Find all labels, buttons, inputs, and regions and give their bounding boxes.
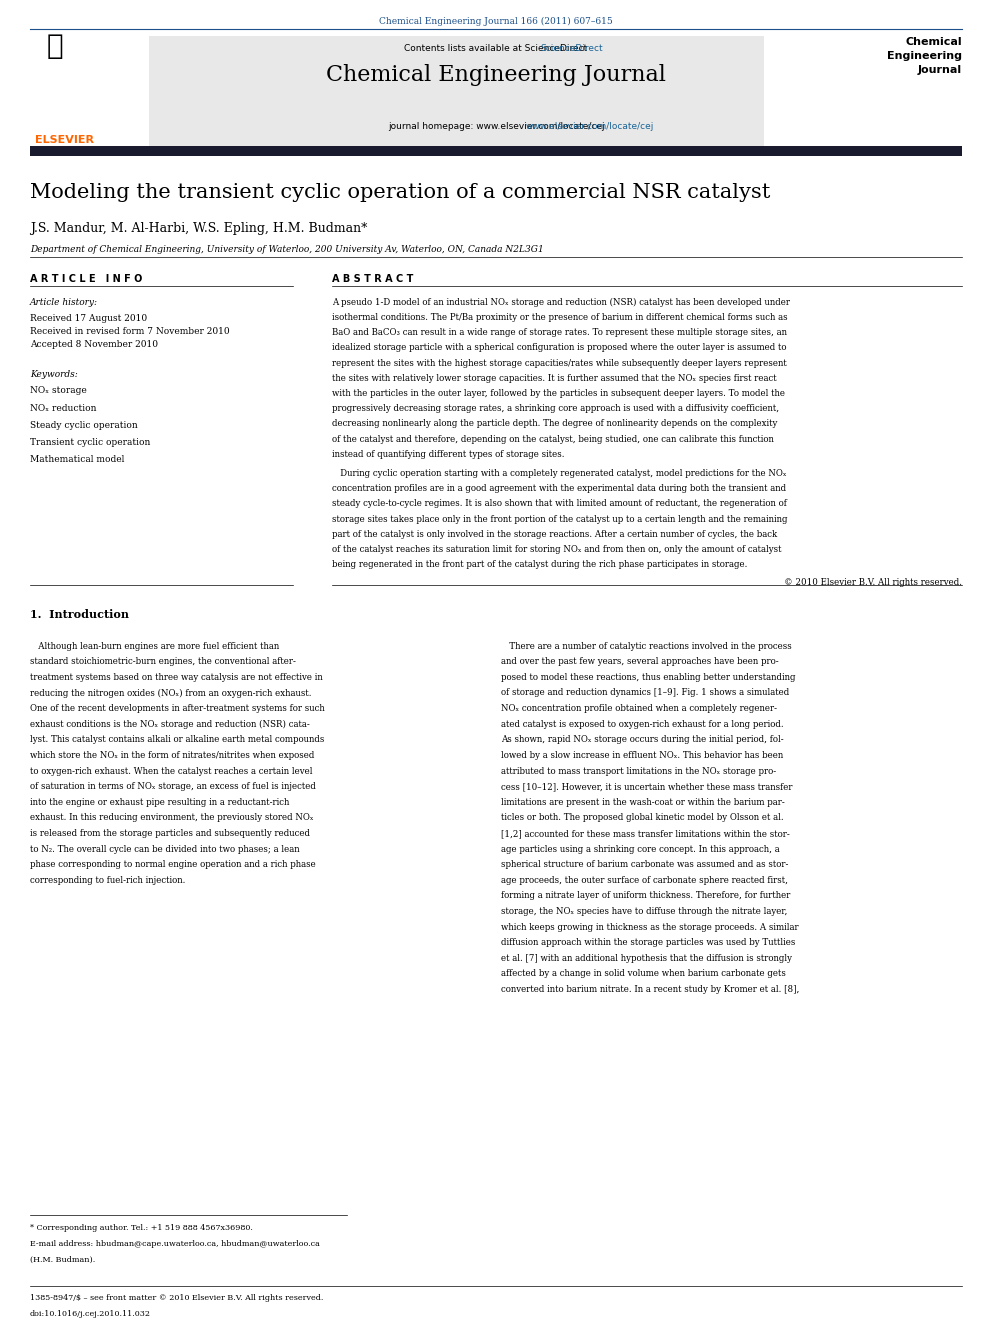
Text: ticles or both. The proposed global kinetic model by Olsson et al.: ticles or both. The proposed global kine… xyxy=(501,814,784,823)
Text: One of the recent developments in after-treatment systems for such: One of the recent developments in after-… xyxy=(30,704,324,713)
Text: lyst. This catalyst contains alkali or alkaline earth metal compounds: lyst. This catalyst contains alkali or a… xyxy=(30,736,324,745)
Text: Department of Chemical Engineering, University of Waterloo, 200 University Av, W: Department of Chemical Engineering, Univ… xyxy=(30,245,544,254)
Text: NOₓ concentration profile obtained when a completely regener-: NOₓ concentration profile obtained when … xyxy=(501,704,777,713)
Text: age proceeds, the outer surface of carbonate sphere reacted first,: age proceeds, the outer surface of carbo… xyxy=(501,876,788,885)
Text: As shown, rapid NOₓ storage occurs during the initial period, fol-: As shown, rapid NOₓ storage occurs durin… xyxy=(501,736,784,745)
Text: Chemical Engineering Journal 166 (2011) 607–615: Chemical Engineering Journal 166 (2011) … xyxy=(379,17,613,26)
Text: and over the past few years, several approaches have been pro-: and over the past few years, several app… xyxy=(501,658,779,667)
Text: Transient cyclic operation: Transient cyclic operation xyxy=(30,438,150,447)
Text: A B S T R A C T: A B S T R A C T xyxy=(332,274,414,284)
Text: progressively decreasing storage rates, a shrinking core approach is used with a: progressively decreasing storage rates, … xyxy=(332,404,780,413)
Text: which keeps growing in thickness as the storage proceeds. A similar: which keeps growing in thickness as the … xyxy=(501,922,799,931)
Text: age particles using a shrinking core concept. In this approach, a: age particles using a shrinking core con… xyxy=(501,844,780,853)
Text: phase corresponding to normal engine operation and a rich phase: phase corresponding to normal engine ope… xyxy=(30,860,315,869)
Text: Received 17 August 2010: Received 17 August 2010 xyxy=(30,314,147,323)
Text: Accepted 8 November 2010: Accepted 8 November 2010 xyxy=(30,340,158,349)
Text: diffusion approach within the storage particles was used by Tuttlies: diffusion approach within the storage pa… xyxy=(501,938,796,947)
Text: [1,2] accounted for these mass transfer limitations within the stor-: [1,2] accounted for these mass transfer … xyxy=(501,830,790,837)
Text: Received in revised form 7 November 2010: Received in revised form 7 November 2010 xyxy=(30,327,229,336)
Text: 1.  Introduction: 1. Introduction xyxy=(30,609,129,619)
Text: reducing the nitrogen oxides (NOₓ) from an oxygen-rich exhaust.: reducing the nitrogen oxides (NOₓ) from … xyxy=(30,688,311,697)
Text: limitations are present in the wash-coat or within the barium par-: limitations are present in the wash-coat… xyxy=(501,798,785,807)
Text: which store the NOₓ in the form of nitrates/nitrites when exposed: which store the NOₓ in the form of nitra… xyxy=(30,751,314,759)
Text: part of the catalyst is only involved in the storage reactions. After a certain : part of the catalyst is only involved in… xyxy=(332,529,778,538)
Text: Article history:: Article history: xyxy=(30,298,98,307)
Text: storage, the NOₓ species have to diffuse through the nitrate layer,: storage, the NOₓ species have to diffuse… xyxy=(501,908,788,916)
Text: (H.M. Budman).: (H.M. Budman). xyxy=(30,1256,95,1263)
Text: NOₓ storage: NOₓ storage xyxy=(30,386,86,396)
Text: journal homepage: www.elsevier.com/locate/cej: journal homepage: www.elsevier.com/locat… xyxy=(388,122,604,131)
Text: decreasing nonlinearly along the particle depth. The degree of nonlinearity depe: decreasing nonlinearly along the particl… xyxy=(332,419,778,429)
FancyBboxPatch shape xyxy=(30,36,764,148)
Text: posed to model these reactions, thus enabling better understanding: posed to model these reactions, thus ena… xyxy=(501,673,796,681)
Text: J.S. Mandur, M. Al-Harbi, W.S. Epling, H.M. Budman*: J.S. Mandur, M. Al-Harbi, W.S. Epling, H… xyxy=(30,222,367,235)
Text: Keywords:: Keywords: xyxy=(30,370,77,380)
Text: E-mail address: hbudman@cape.uwaterloo.ca, hbudman@uwaterloo.ca: E-mail address: hbudman@cape.uwaterloo.c… xyxy=(30,1240,319,1248)
Text: into the engine or exhaust pipe resulting in a reductant-rich: into the engine or exhaust pipe resultin… xyxy=(30,798,289,807)
Text: spherical structure of barium carbonate was assumed and as stor-: spherical structure of barium carbonate … xyxy=(501,860,789,869)
Text: During cyclic operation starting with a completely regenerated catalyst, model p: During cyclic operation starting with a … xyxy=(332,468,787,478)
Text: ated catalyst is exposed to oxygen-rich exhaust for a long period.: ated catalyst is exposed to oxygen-rich … xyxy=(501,720,784,729)
Text: of the catalyst and therefore, depending on the catalyst, being studied, one can: of the catalyst and therefore, depending… xyxy=(332,434,774,443)
Text: 🌳: 🌳 xyxy=(47,33,62,60)
Text: Mathematical model: Mathematical model xyxy=(30,455,124,464)
Text: doi:10.1016/j.cej.2010.11.032: doi:10.1016/j.cej.2010.11.032 xyxy=(30,1310,151,1318)
Text: et al. [7] with an additional hypothesis that the diffusion is strongly: et al. [7] with an additional hypothesis… xyxy=(501,954,792,963)
Text: of storage and reduction dynamics [1–9]. Fig. 1 shows a simulated: of storage and reduction dynamics [1–9].… xyxy=(501,688,790,697)
Text: Steady cyclic operation: Steady cyclic operation xyxy=(30,421,138,430)
Text: exhaust. In this reducing environment, the previously stored NOₓ: exhaust. In this reducing environment, t… xyxy=(30,814,313,823)
Text: BaO and BaCO₃ can result in a wide range of storage rates. To represent these mu: BaO and BaCO₃ can result in a wide range… xyxy=(332,328,788,337)
Text: isothermal conditions. The Pt/Ba proximity or the presence of barium in differen: isothermal conditions. The Pt/Ba proximi… xyxy=(332,312,788,321)
Text: A pseudo 1-D model of an industrial NOₓ storage and reduction (NSR) catalyst has: A pseudo 1-D model of an industrial NOₓ … xyxy=(332,298,791,307)
Text: © 2010 Elsevier B.V. All rights reserved.: © 2010 Elsevier B.V. All rights reserved… xyxy=(785,578,962,587)
Text: There are a number of catalytic reactions involved in the process: There are a number of catalytic reaction… xyxy=(501,642,792,651)
Text: instead of quantifying different types of storage sites.: instead of quantifying different types o… xyxy=(332,450,564,459)
Text: Although lean-burn engines are more fuel efficient than: Although lean-burn engines are more fuel… xyxy=(30,642,279,651)
Text: the sites with relatively lower storage capacities. It is further assumed that t: the sites with relatively lower storage … xyxy=(332,373,777,382)
Text: to oxygen-rich exhaust. When the catalyst reaches a certain level: to oxygen-rich exhaust. When the catalys… xyxy=(30,766,312,775)
Text: Chemical
Engineering
Journal: Chemical Engineering Journal xyxy=(887,37,962,75)
Text: with the particles in the outer layer, followed by the particles in subsequent d: with the particles in the outer layer, f… xyxy=(332,389,786,398)
Text: cess [10–12]. However, it is uncertain whether these mass transfer: cess [10–12]. However, it is uncertain w… xyxy=(501,782,793,791)
Text: being regenerated in the front part of the catalyst during the rich phase partic: being regenerated in the front part of t… xyxy=(332,560,748,569)
Text: affected by a change in solid volume when barium carbonate gets: affected by a change in solid volume whe… xyxy=(501,970,786,979)
Text: idealized storage particle with a spherical configuration is proposed where the : idealized storage particle with a spheri… xyxy=(332,343,787,352)
Text: A R T I C L E   I N F O: A R T I C L E I N F O xyxy=(30,274,142,284)
Text: 1385-8947/$ – see front matter © 2010 Elsevier B.V. All rights reserved.: 1385-8947/$ – see front matter © 2010 El… xyxy=(30,1294,323,1302)
Text: www.elsevier.com/locate/cej: www.elsevier.com/locate/cej xyxy=(526,122,654,131)
Text: of saturation in terms of NOₓ storage, an excess of fuel is injected: of saturation in terms of NOₓ storage, a… xyxy=(30,782,315,791)
FancyBboxPatch shape xyxy=(30,36,149,148)
Text: Chemical Engineering Journal: Chemical Engineering Journal xyxy=(326,64,666,86)
Text: ELSEVIER: ELSEVIER xyxy=(35,135,93,146)
Text: of the catalyst reaches its saturation limit for storing NOₓ and from then on, o: of the catalyst reaches its saturation l… xyxy=(332,545,782,554)
Text: Contents lists available at ScienceDirect: Contents lists available at ScienceDirec… xyxy=(405,44,587,53)
Text: standard stoichiometric-burn engines, the conventional after-: standard stoichiometric-burn engines, th… xyxy=(30,658,296,667)
Text: exhaust conditions is the NOₓ storage and reduction (NSR) cata-: exhaust conditions is the NOₓ storage an… xyxy=(30,720,310,729)
Text: forming a nitrate layer of uniform thickness. Therefore, for further: forming a nitrate layer of uniform thick… xyxy=(501,892,791,901)
Text: * Corresponding author. Tel.: +1 519 888 4567x36980.: * Corresponding author. Tel.: +1 519 888… xyxy=(30,1224,253,1232)
Text: corresponding to fuel-rich injection.: corresponding to fuel-rich injection. xyxy=(30,876,186,885)
Text: lowed by a slow increase in effluent NOₓ. This behavior has been: lowed by a slow increase in effluent NOₓ… xyxy=(501,751,784,759)
Text: to N₂. The overall cycle can be divided into two phases; a lean: to N₂. The overall cycle can be divided … xyxy=(30,844,300,853)
Text: ScienceDirect: ScienceDirect xyxy=(541,44,603,53)
Text: represent the sites with the highest storage capacities/rates while subsequently: represent the sites with the highest sto… xyxy=(332,359,787,368)
Text: Modeling the transient cyclic operation of a commercial NSR catalyst: Modeling the transient cyclic operation … xyxy=(30,183,770,201)
Text: NOₓ reduction: NOₓ reduction xyxy=(30,404,96,413)
Text: storage sites takes place only in the front portion of the catalyst up to a cert: storage sites takes place only in the fr… xyxy=(332,515,788,524)
Text: converted into barium nitrate. In a recent study by Kromer et al. [8],: converted into barium nitrate. In a rece… xyxy=(501,986,800,994)
Text: attributed to mass transport limitations in the NOₓ storage pro-: attributed to mass transport limitations… xyxy=(501,766,776,775)
Text: treatment systems based on three way catalysis are not effective in: treatment systems based on three way cat… xyxy=(30,673,322,681)
Text: concentration profiles are in a good agreement with the experimental data during: concentration profiles are in a good agr… xyxy=(332,484,787,493)
Text: steady cycle-to-cycle regimes. It is also shown that with limited amount of redu: steady cycle-to-cycle regimes. It is als… xyxy=(332,499,788,508)
Text: is released from the storage particles and subsequently reduced: is released from the storage particles a… xyxy=(30,830,310,837)
FancyBboxPatch shape xyxy=(30,146,962,156)
